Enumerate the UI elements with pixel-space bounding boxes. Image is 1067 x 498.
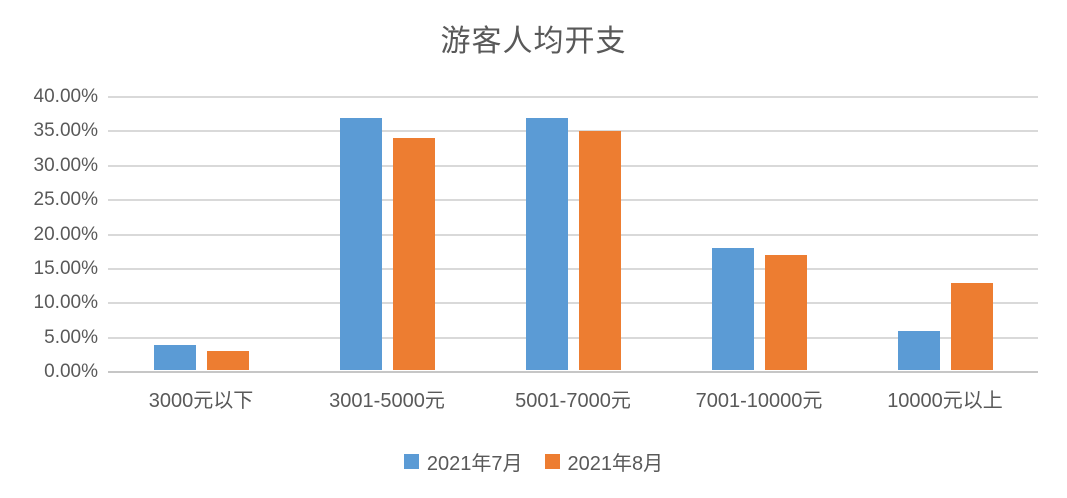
legend-swatch — [544, 454, 560, 469]
legend-label: 2021年8月 — [567, 453, 664, 475]
gridline — [108, 267, 1038, 270]
y-axis-tick-label: 20.00% — [33, 223, 98, 245]
bar-2021年8月-3001-5000元 — [392, 138, 435, 370]
legend: 2021年7月 2021年8月 — [0, 447, 1067, 476]
legend-label: 2021年7月 — [426, 453, 523, 475]
bar-2021年7月-3000元以下 — [153, 344, 196, 370]
gridline — [108, 96, 1038, 98]
y-axis-tick-label: 15.00% — [33, 257, 98, 279]
bar-2021年7月-10000元以上 — [897, 330, 940, 370]
bar-2021年8月-7001-10000元 — [764, 255, 807, 370]
y-axis-tick-label: 5.00% — [44, 326, 98, 348]
x-axis-category-label: 7001-10000元 — [695, 390, 823, 412]
gridline — [108, 302, 1038, 305]
y-axis-tick-label: 30.00% — [33, 154, 98, 176]
x-axis-line — [108, 371, 1038, 373]
gridline — [108, 336, 1038, 339]
bar-2021年7月-7001-10000元 — [711, 248, 754, 370]
x-axis-category-label: 3000元以下 — [148, 390, 254, 412]
bar-2021年8月-3000元以下 — [206, 351, 249, 370]
y-axis-tick-label: 25.00% — [33, 189, 98, 211]
chart-title: 游客人均开支 — [440, 25, 627, 58]
gridline — [108, 199, 1038, 202]
y-axis-tick-label: 35.00% — [33, 120, 98, 142]
bar-2021年8月-5001-7000元 — [578, 131, 621, 370]
gridline — [108, 164, 1038, 167]
plot-area: 0.00% 5.00% 10.00% 15.00% 20.00% 25.00% 30.00%… — [34, 87, 1038, 412]
gridline — [108, 233, 1038, 236]
bar-2021年8月-10000元以上 — [950, 282, 993, 370]
x-axis-category-label: 3001-5000元 — [329, 390, 445, 412]
x-axis-category-label: 5001-7000元 — [515, 390, 631, 412]
bar-2021年7月-3001-5000元 — [339, 117, 382, 370]
gridline — [108, 130, 1038, 133]
legend-item: 2021年7月 — [403, 447, 523, 476]
y-axis-tick-label: 10.00% — [33, 292, 98, 314]
legend-item: 2021年8月 — [544, 447, 664, 476]
bar-2021年7月-5001-7000元 — [525, 117, 568, 370]
y-axis-tick-label: 40.00% — [33, 86, 98, 107]
y-axis-tick-label: 0.00% — [44, 361, 98, 382]
legend-swatch — [403, 454, 419, 469]
x-axis-category-label: 10000元以上 — [887, 390, 1003, 412]
